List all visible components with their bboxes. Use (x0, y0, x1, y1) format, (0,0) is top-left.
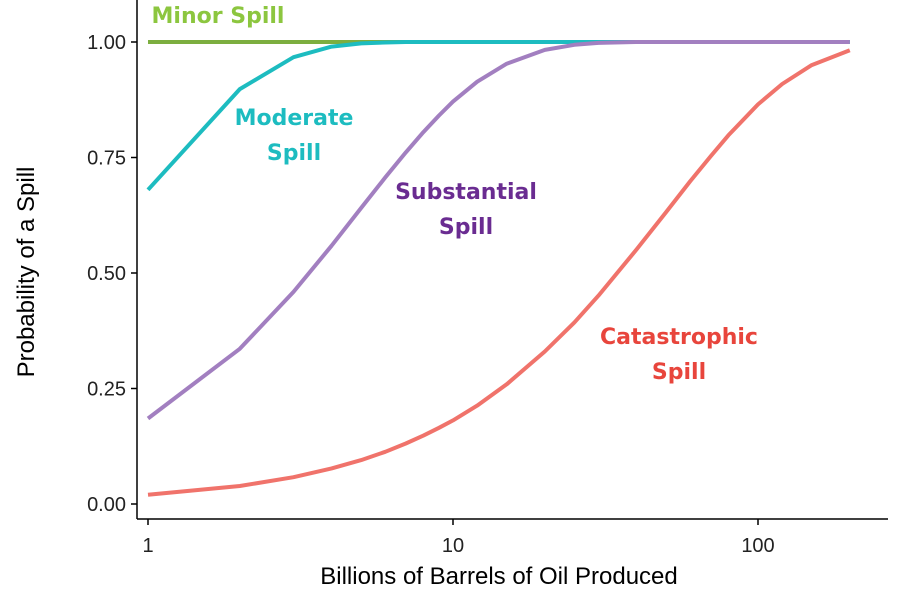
y-ticks: 0.00 0.25 0.50 0.75 1.00 (87, 32, 137, 516)
series-line-substantial-spill (146, 40, 850, 421)
series-annotation: Spill (267, 141, 321, 166)
y-tick-label: 1.00 (87, 32, 126, 54)
series-annotations: Minor Spill Moderate Spill Substantial Spill… (152, 4, 758, 385)
y-tick-label: 0.25 (87, 379, 126, 401)
y-tick-label: 0.50 (87, 263, 126, 285)
y-axis-label: Probability of a Spill (13, 167, 40, 378)
series-annotation: Spill (652, 360, 706, 385)
series-annotation: Catastrophic (600, 325, 758, 350)
series-line-catastrophic-spill (147, 48, 851, 497)
x-ticks: 1 10 100 (142, 519, 775, 557)
series-annotation: Minor Spill (152, 4, 285, 29)
series-annotation: Substantial (395, 180, 537, 205)
series-lines (146, 40, 851, 497)
y-tick-label: 0.75 (87, 148, 126, 170)
x-tick-label: 100 (741, 535, 774, 557)
x-tick-label: 10 (442, 535, 464, 557)
series-annotation: Moderate (235, 106, 354, 131)
x-tick-label: 1 (142, 535, 153, 557)
x-axis-label: Billions of Barrels of Oil Produced (320, 563, 678, 590)
y-tick-label: 0.00 (87, 494, 126, 516)
series-annotation: Spill (439, 215, 493, 240)
